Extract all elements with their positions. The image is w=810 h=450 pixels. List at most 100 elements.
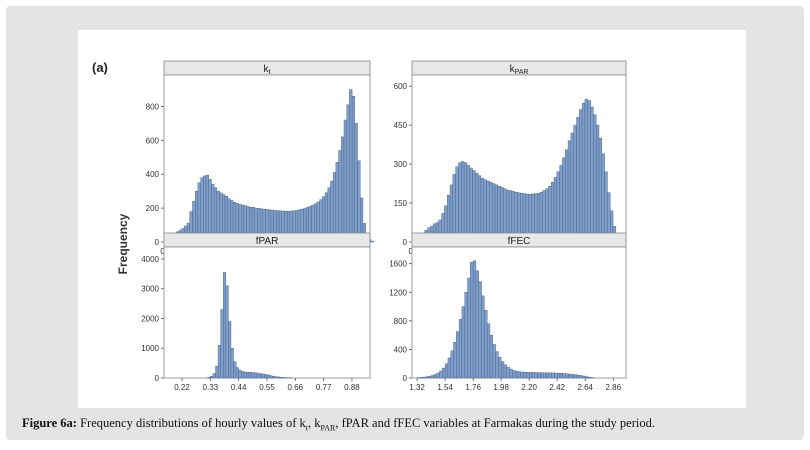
histogram-bar bbox=[562, 157, 566, 243]
histogram-bar bbox=[248, 372, 252, 379]
histogram-grid: (a) Frequency kt02004006008000.000.130.2… bbox=[92, 60, 627, 392]
histogram-bar bbox=[200, 177, 204, 243]
y-tick-label: 1000 bbox=[141, 344, 159, 353]
histogram-bar bbox=[595, 124, 600, 243]
y-tick-label: 150 bbox=[394, 199, 408, 208]
histogram-bar bbox=[500, 361, 505, 379]
histogram-bar bbox=[230, 348, 234, 379]
histogram-bar bbox=[584, 98, 588, 243]
histogram-bar bbox=[271, 376, 275, 379]
histogram-bar bbox=[534, 372, 538, 379]
x-tick-label: 1.76 bbox=[465, 383, 481, 392]
histogram-bar bbox=[480, 178, 484, 243]
panel-title: fPAR bbox=[256, 236, 279, 247]
y-tick-label: 800 bbox=[394, 317, 408, 326]
histogram-bar bbox=[514, 371, 519, 379]
x-tick-label: 0.55 bbox=[259, 383, 275, 392]
histogram-bar bbox=[450, 350, 454, 379]
figure-panel: (a) Frequency kt02004006008000.000.130.2… bbox=[78, 30, 746, 408]
y-tick-label: 200 bbox=[146, 204, 160, 213]
caption-mid: , k bbox=[308, 416, 321, 430]
histogram-bar bbox=[573, 124, 577, 243]
x-tick-label: 0.22 bbox=[174, 383, 190, 392]
y-tick-label: 400 bbox=[146, 170, 160, 179]
histogram-bar bbox=[466, 165, 470, 243]
x-tick-label: 2.86 bbox=[605, 383, 621, 392]
histogram-bar bbox=[554, 372, 558, 379]
y-tick-label: 0 bbox=[155, 374, 160, 383]
histogram-bar bbox=[590, 106, 594, 243]
histogram-bar bbox=[582, 375, 586, 379]
histogram-bar bbox=[475, 172, 479, 243]
histogram-bar bbox=[433, 374, 437, 379]
histogram-bar bbox=[498, 357, 502, 379]
histogram-bar bbox=[461, 306, 465, 379]
caption-text: Frequency distributions of hourly values… bbox=[80, 416, 306, 430]
histogram-bar bbox=[341, 136, 345, 243]
histogram-bar bbox=[531, 372, 535, 379]
histogram-bar bbox=[282, 377, 286, 379]
histogram-panel-2: fPAR 0 1000 2000 3000 4000 0.22 0.33 0.44 0.55 0.6… bbox=[141, 232, 371, 392]
histogram-bar bbox=[587, 376, 592, 379]
histogram-bar bbox=[470, 262, 474, 379]
x-tick-label: 0.88 bbox=[344, 383, 360, 392]
histogram-bar bbox=[436, 372, 440, 379]
x-tick-label: 1.32 bbox=[409, 383, 425, 392]
histogram-bar bbox=[579, 375, 583, 379]
histogram-bar bbox=[551, 372, 555, 379]
histogram-bar bbox=[579, 109, 583, 243]
histogram-bar bbox=[338, 150, 342, 243]
histogram-bar bbox=[235, 367, 239, 379]
histogram-bar bbox=[442, 367, 446, 379]
histogram-bar bbox=[562, 373, 566, 379]
panel-title-subscript: PAR bbox=[515, 69, 529, 76]
histogram-bar bbox=[335, 162, 339, 243]
histogram-bar bbox=[332, 172, 337, 243]
histogram-bar bbox=[545, 372, 549, 379]
histogram-bar bbox=[520, 371, 524, 379]
histogram-bar bbox=[215, 365, 219, 379]
histogram-bar bbox=[463, 162, 468, 243]
histogram-bar bbox=[472, 260, 477, 379]
y-tick-label: 0 bbox=[403, 374, 408, 383]
histogram-bar bbox=[225, 285, 229, 379]
histogram-bar bbox=[559, 373, 564, 379]
histogram-bar bbox=[559, 165, 563, 243]
histogram-bar bbox=[537, 372, 541, 379]
histogram-bar bbox=[220, 309, 224, 379]
histogram-bar bbox=[467, 277, 471, 379]
histogram-bar bbox=[208, 179, 212, 243]
y-tick-label: 0 bbox=[155, 238, 160, 247]
histogram-bar bbox=[223, 272, 227, 379]
histogram-bar bbox=[422, 376, 426, 379]
histogram-bar bbox=[430, 375, 435, 379]
y-tick-label: 1200 bbox=[389, 288, 407, 297]
histogram-bar bbox=[598, 137, 602, 243]
histogram-bar bbox=[212, 373, 216, 379]
histogram-bar bbox=[556, 171, 560, 243]
histogram-bar bbox=[540, 372, 544, 379]
histogram-bar bbox=[509, 368, 513, 379]
histogram-bar bbox=[256, 372, 260, 379]
x-tick-label: 1.54 bbox=[437, 383, 453, 392]
histogram-bar bbox=[210, 376, 214, 379]
histogram-bar bbox=[243, 371, 247, 379]
histogram-bar bbox=[464, 292, 468, 379]
histogram-bar bbox=[571, 374, 575, 379]
histogram-bar bbox=[269, 375, 273, 379]
histogram-bar bbox=[419, 377, 423, 379]
histogram-bar bbox=[585, 376, 589, 379]
histogram-bar bbox=[228, 321, 232, 379]
histogram-bar bbox=[357, 160, 361, 243]
histogram-bar bbox=[495, 351, 499, 379]
histogram-bar bbox=[517, 371, 521, 379]
histogram-bar bbox=[573, 374, 578, 379]
figure-caption: Figure 6a: Frequency distributions of ho… bbox=[22, 416, 792, 433]
histogram-bar bbox=[452, 174, 456, 243]
x-tick-label: 1.98 bbox=[493, 383, 509, 392]
histogram-bar bbox=[543, 372, 547, 379]
panel-label: (a) bbox=[92, 60, 108, 75]
x-tick-label: 0.33 bbox=[203, 383, 219, 392]
histogram-bar bbox=[570, 132, 574, 243]
histogram-bar bbox=[217, 345, 221, 379]
